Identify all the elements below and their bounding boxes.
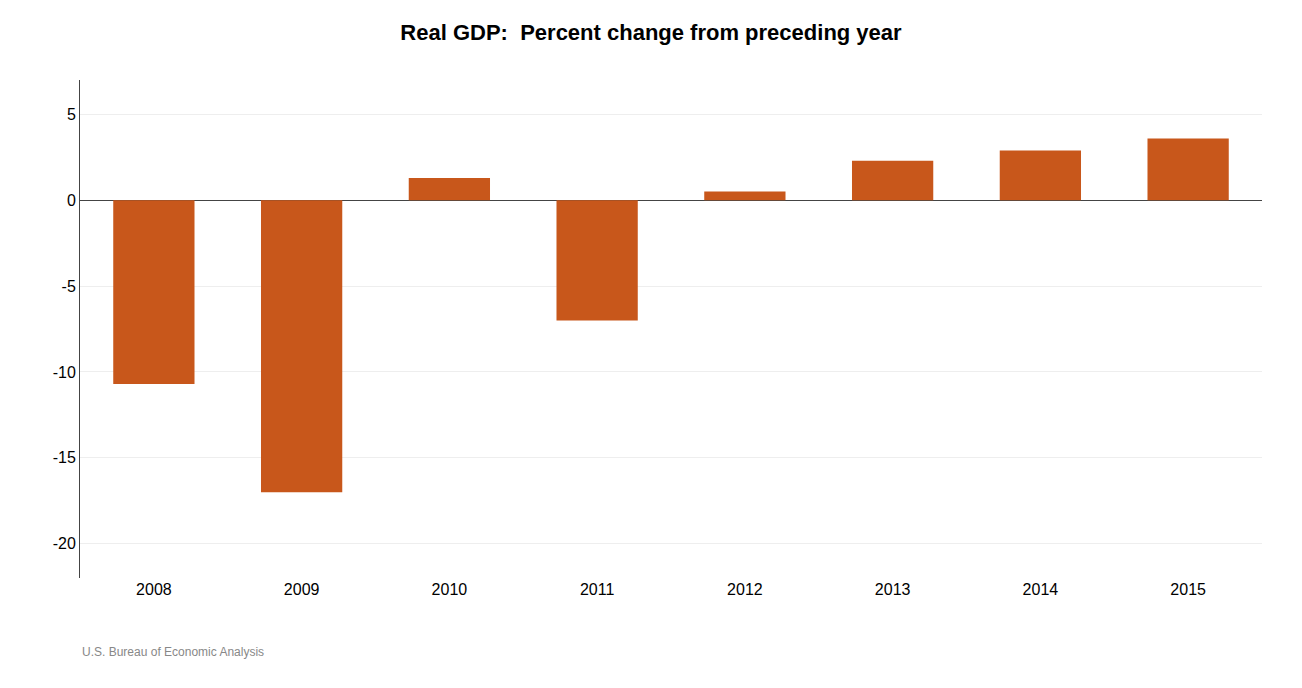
svg-text:2011: 2011 [580, 581, 615, 598]
svg-text:2014: 2014 [1023, 581, 1059, 598]
svg-text:-5: -5 [62, 278, 76, 295]
svg-text:2010: 2010 [432, 581, 468, 598]
svg-text:U.S. Bureau of Economic Analys: U.S. Bureau of Economic Analysis [82, 645, 264, 659]
svg-text:Real GDP: Percent change from: Real GDP: Percent change from preceding … [400, 20, 902, 45]
svg-text:-15: -15 [53, 449, 76, 466]
svg-text:2013: 2013 [875, 581, 911, 598]
svg-text:0: 0 [67, 192, 76, 209]
svg-text:2008: 2008 [136, 581, 172, 598]
svg-text:-20: -20 [53, 535, 76, 552]
svg-text:2015: 2015 [1170, 581, 1206, 598]
svg-text:-10: -10 [53, 364, 76, 381]
svg-text:5: 5 [67, 106, 76, 123]
svg-text:2012: 2012 [727, 581, 763, 598]
svg-text:2009: 2009 [284, 581, 320, 598]
